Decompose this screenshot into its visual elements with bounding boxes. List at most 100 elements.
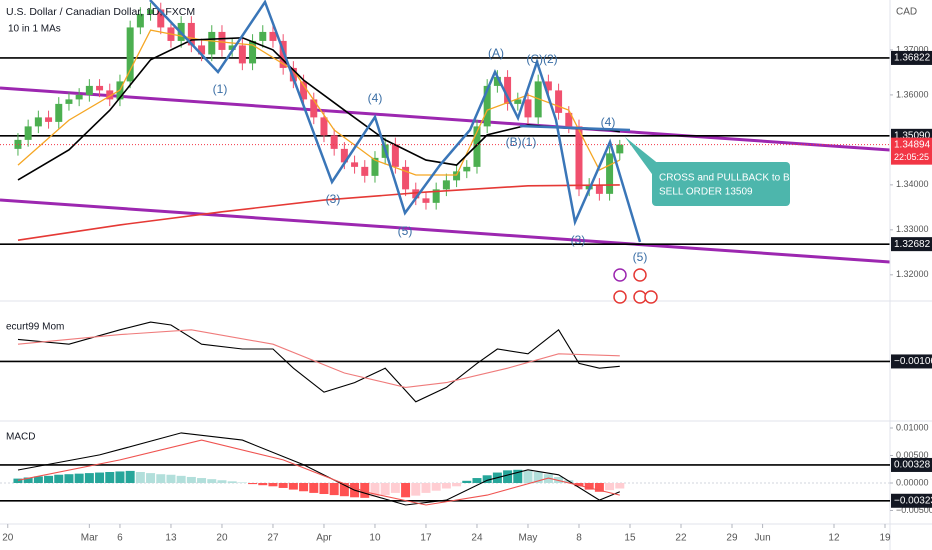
- histogram-bar: [360, 483, 370, 498]
- callout-box: [652, 162, 790, 206]
- candle-body: [300, 81, 308, 100]
- candle-body: [75, 94, 83, 100]
- event-icon: [613, 290, 627, 304]
- x-tick-label: 15: [624, 533, 636, 544]
- histogram-bar: [227, 481, 237, 484]
- candle-body: [340, 148, 348, 163]
- level-label-box: [891, 354, 932, 369]
- x-tick-label: 24: [471, 533, 483, 544]
- level-label-box: [891, 457, 932, 472]
- candle-body: [555, 90, 563, 113]
- candle-body: [147, 9, 155, 14]
- histogram-bar: [615, 483, 625, 489]
- event-icon: [644, 290, 658, 304]
- histogram-bar: [462, 480, 472, 484]
- x-tick-label: 17: [420, 533, 432, 544]
- level-label: −0.00106: [894, 356, 932, 367]
- callout-pointer: [625, 137, 660, 185]
- event-icon: [633, 268, 647, 282]
- event-icon: [633, 290, 647, 304]
- candle-body: [228, 45, 236, 50]
- wave-line: [519, 124, 631, 132]
- histogram-bar: [156, 474, 166, 484]
- histogram-bar: [574, 483, 584, 487]
- y-tick-label: 1.32000: [896, 269, 929, 279]
- candle-body: [616, 144, 624, 154]
- candle-body: [371, 157, 379, 176]
- level-label: 1.35090: [894, 130, 931, 141]
- level-label: 0.00328: [894, 460, 931, 471]
- y-tick-label: 1.33000: [896, 224, 929, 234]
- wave-label: (A): [488, 46, 504, 60]
- candle-body: [65, 99, 73, 104]
- candle-body: [249, 40, 257, 64]
- histogram-bar: [186, 476, 196, 484]
- x-tick-label: 22: [675, 533, 687, 544]
- candle-body: [422, 198, 430, 203]
- histogram-bar: [309, 483, 319, 493]
- histogram-bar: [370, 483, 380, 497]
- candle-body: [330, 135, 338, 149]
- histogram-bar: [339, 483, 349, 497]
- histogram-bar: [105, 472, 115, 484]
- histogram-bar: [503, 470, 513, 484]
- wave-label: (4): [368, 91, 383, 105]
- candle-body: [565, 112, 573, 127]
- y-tick-label: 0.00500: [896, 450, 929, 460]
- level-label-box: [891, 50, 932, 65]
- x-tick-label: 8: [576, 533, 582, 544]
- wave-label: (C)(2): [526, 52, 557, 66]
- x-tick-label: 29: [726, 533, 738, 544]
- histogram-bar: [95, 472, 105, 484]
- level-label: −0.00323: [894, 495, 932, 506]
- histogram-bar: [288, 483, 298, 490]
- histogram-bar: [125, 470, 135, 484]
- trend-line: [0, 198, 891, 264]
- last-price-box: [891, 137, 932, 165]
- candle-body: [136, 13, 144, 28]
- indicator-line: [17, 184, 620, 241]
- histogram-bar: [64, 474, 74, 484]
- level-label-box: [891, 237, 932, 252]
- histogram-bar: [482, 475, 492, 484]
- histogram-bar: [44, 475, 54, 484]
- histogram-bar: [33, 476, 43, 484]
- histogram-bar: [258, 483, 268, 486]
- candle-body: [259, 31, 267, 41]
- indicator-line: [17, 432, 621, 506]
- histogram-bar: [411, 483, 421, 496]
- candle-body: [402, 166, 410, 190]
- histogram-bar: [472, 478, 482, 484]
- histogram-bar: [207, 479, 217, 484]
- candle-body: [361, 166, 369, 176]
- x-tick-label: 10: [369, 533, 381, 544]
- histogram-bar: [584, 483, 594, 490]
- histogram-bar: [176, 475, 186, 484]
- callout-text: SELL ORDER 13509: [659, 187, 753, 198]
- candle-body: [463, 166, 471, 172]
- candle-body: [595, 184, 603, 194]
- wave-label: (B)(1): [506, 135, 537, 149]
- y-tick-label: 0.01000: [896, 422, 929, 432]
- histogram-bar: [268, 483, 278, 487]
- histogram-bar: [421, 483, 431, 493]
- candle-body: [208, 31, 216, 55]
- histogram-bar: [319, 483, 329, 495]
- histogram-bar: [197, 478, 207, 484]
- candle-body: [34, 117, 42, 127]
- histogram-bar: [523, 470, 533, 484]
- drawings: (1) (3) (5) (4) (A) (C)(2) (B)(1) (3) (4…: [149, 0, 819, 304]
- wave-zigzag: [149, 0, 642, 243]
- candle-body: [432, 189, 440, 203]
- candle-body: [320, 117, 328, 136]
- histogram-bar: [431, 483, 441, 491]
- wave-label: (5): [398, 224, 413, 238]
- candle-body: [310, 99, 318, 118]
- candle-body: [575, 126, 583, 190]
- y-tick-label: 0.00000: [896, 477, 929, 487]
- histogram-bar: [248, 483, 258, 485]
- candle-body: [453, 171, 461, 181]
- wave-label: (3): [571, 233, 586, 247]
- candle-body: [198, 45, 206, 55]
